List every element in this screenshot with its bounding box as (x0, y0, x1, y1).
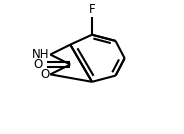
Text: O: O (40, 68, 49, 81)
Text: NH: NH (32, 48, 49, 61)
Text: F: F (89, 3, 95, 16)
Text: O: O (34, 58, 43, 71)
